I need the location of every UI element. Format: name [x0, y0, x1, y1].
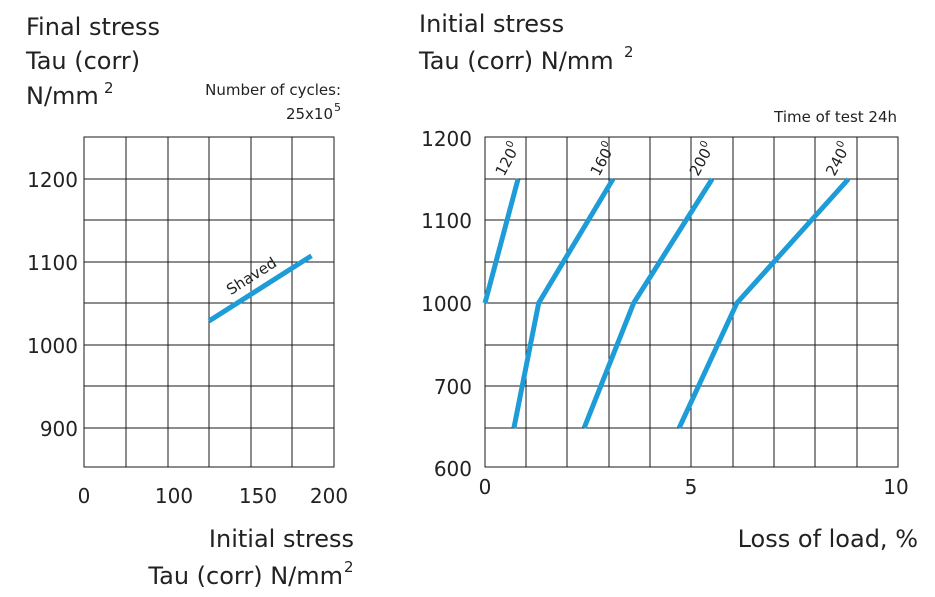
- left-xtitle-sup: 2: [344, 558, 354, 576]
- right-ytick: 1200: [421, 127, 472, 151]
- left-ytick: 1000: [27, 334, 78, 358]
- right-ytitle-line-1: Initial stress: [419, 10, 564, 38]
- left-ytick: 1100: [27, 251, 78, 275]
- right-xtick: 5: [685, 475, 698, 499]
- right-xtick: 0: [479, 475, 492, 499]
- time-of-test-label: Time of test 24h: [773, 108, 897, 126]
- left-ytitle-line-1: Final stress: [26, 13, 160, 41]
- left-xtick: 100: [155, 484, 193, 508]
- right-ytick: 1000: [421, 292, 472, 316]
- right-ytick: 600: [434, 457, 472, 481]
- right-xtick: 10: [883, 475, 908, 499]
- series-line-200deg: [581, 177, 715, 429]
- series-line-240deg: [676, 177, 851, 430]
- cycles-label: Number of cycles:: [205, 81, 341, 99]
- right-series-group: 1200 1600 2000 2400: [482, 139, 854, 430]
- right-ytick: 1100: [421, 209, 472, 233]
- left-xtick: 150: [239, 484, 277, 508]
- right-xtitle: Loss of load, %: [738, 525, 918, 553]
- left-ytitle-line-2: Tau (corr): [25, 47, 140, 75]
- left-ytick: 1200: [27, 168, 78, 192]
- series-label-160deg: 1600: [586, 139, 619, 179]
- right-ytitle-sup: 2: [624, 43, 634, 61]
- right-grid: [484, 136, 899, 468]
- left-grid: [83, 136, 335, 468]
- series-line-120deg: [482, 178, 521, 304]
- left-xtitle-line-2: Tau (corr) N/mm: [147, 562, 343, 590]
- left-ytitle-sup: 2: [104, 79, 114, 97]
- cycles-value: 25x10: [286, 105, 333, 123]
- left-ytitle-line-3: N/mm: [26, 82, 99, 110]
- left-ytick: 900: [40, 417, 78, 441]
- right-ytitle-line-2: Tau (corr) N/mm: [418, 47, 614, 75]
- series-line-160deg: [511, 177, 616, 429]
- left-xtick: 0: [78, 484, 91, 508]
- series-label-240deg: 2400: [821, 139, 854, 179]
- right-chart: Initial stress Tau (corr) N/mm 2 Time of…: [418, 10, 918, 553]
- series-label-120deg: 1200: [491, 139, 524, 179]
- right-ytick: 700: [434, 375, 472, 399]
- cycles-exponent: 5: [334, 101, 341, 114]
- series-line-shaved: [207, 253, 313, 324]
- left-xtick: 200: [310, 484, 348, 508]
- left-xtitle-line-1: Initial stress: [209, 525, 354, 553]
- series-label-200deg: 2000: [685, 139, 718, 179]
- left-series-group: Shaved: [207, 253, 313, 324]
- left-chart: Final stress Tau (corr) N/mm 2 Number of…: [25, 13, 354, 590]
